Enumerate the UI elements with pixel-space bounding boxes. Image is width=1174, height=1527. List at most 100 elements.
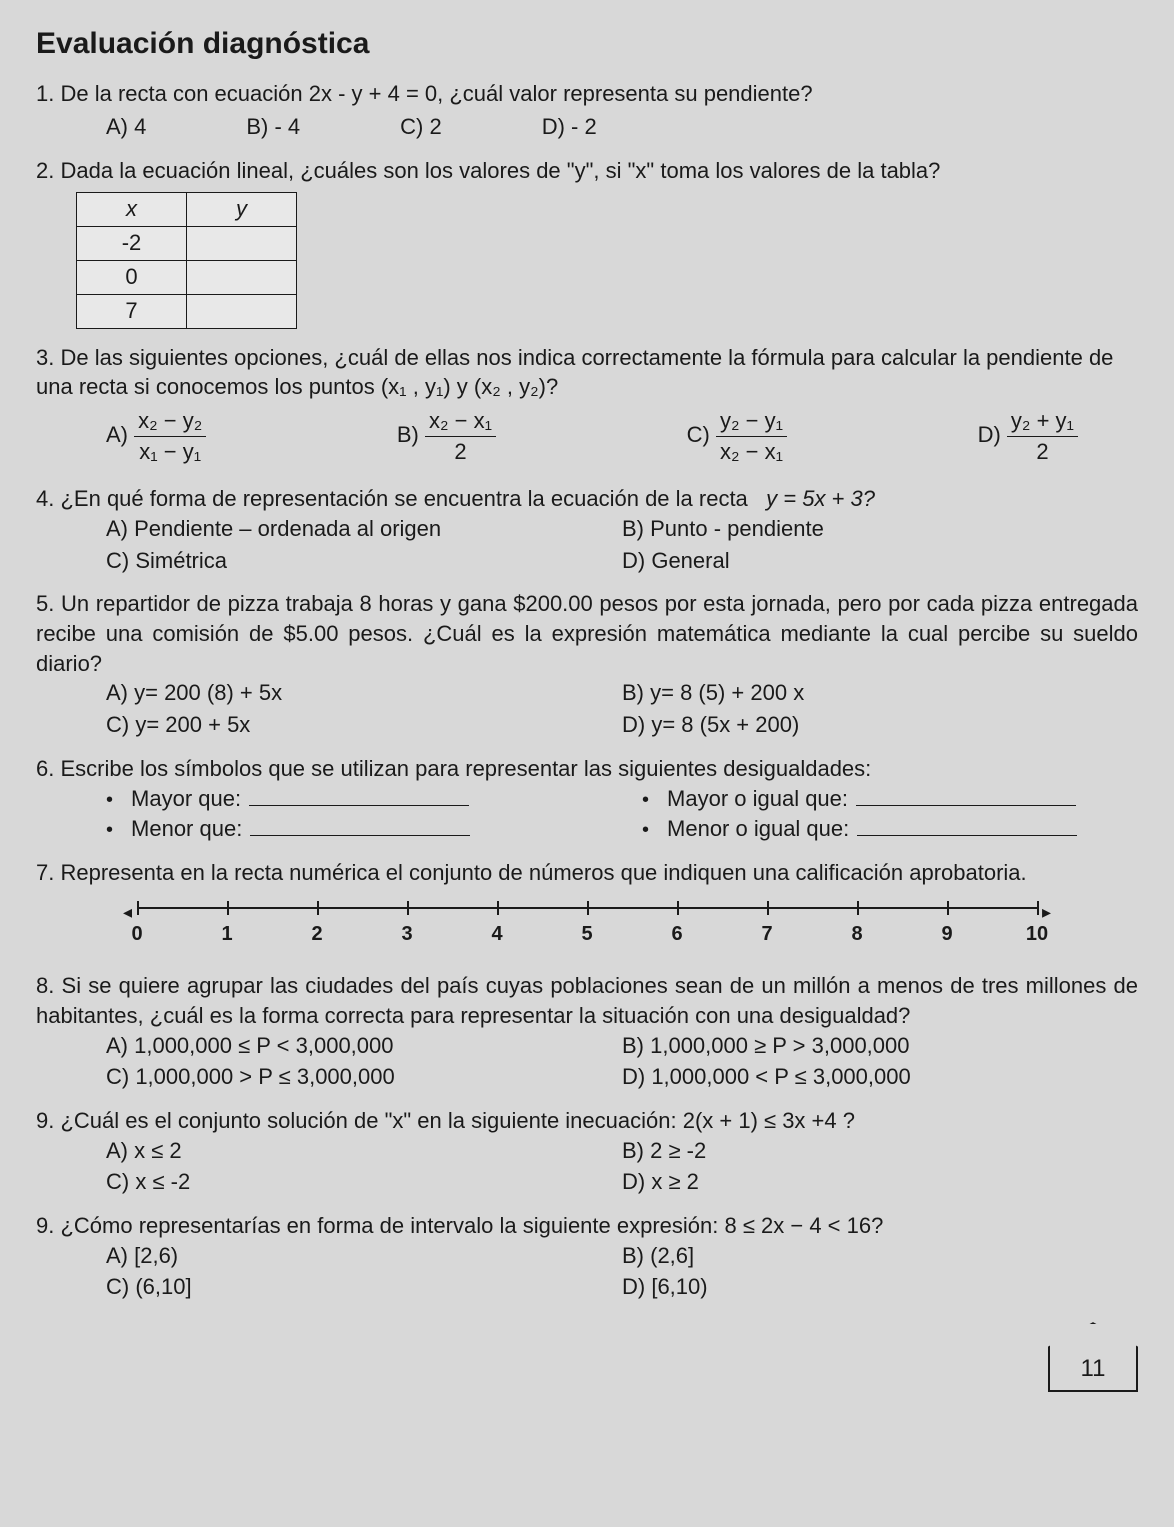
q6-c: Menor que: <box>131 814 242 844</box>
number-line-tick <box>947 901 949 915</box>
number-line-tick <box>1037 901 1039 915</box>
q10-text: ¿Cómo representarías en forma de interva… <box>60 1213 883 1238</box>
question-5: 5. Un repartidor de pizza trabaja 8 hora… <box>36 589 1138 678</box>
blank-line <box>250 816 470 836</box>
bullet-icon: • <box>106 787 113 814</box>
number-line-tick <box>767 901 769 915</box>
number-line-label: 3 <box>401 921 412 948</box>
number-line-label: 10 <box>1026 921 1048 948</box>
number-line-label: 1 <box>221 921 232 948</box>
q3-c-label: C) <box>687 422 710 447</box>
q4-opt-c: C) Simétrica <box>106 546 622 576</box>
number-line-tick <box>857 901 859 915</box>
number-line-tick <box>227 901 229 915</box>
number-line-label: 8 <box>851 921 862 948</box>
q5-opt-d: D) y= 8 (5x + 200) <box>622 710 1138 740</box>
q6-d: Menor o igual que: <box>667 814 849 844</box>
number-line-tick <box>497 901 499 915</box>
q3-opt-a: A) x₂ − y₂x₁ − y₁ <box>106 406 206 466</box>
q4-options: A) Pendiente – ordenada al origen B) Pun… <box>36 514 1138 575</box>
q8-text: Si se quiere agrupar las ciudades del pa… <box>36 973 1138 1028</box>
q6-text: Escribe los símbolos que se utilizan par… <box>60 756 871 781</box>
q5-opt-c: C) y= 200 + 5x <box>106 710 622 740</box>
q6-items: • Mayor que: • Mayor o igual que: • Menor q… <box>36 784 1138 844</box>
page-title: Evaluación diagnóstica <box>36 24 1138 65</box>
q4-opt-d: D) General <box>622 546 1138 576</box>
question-2: 2. Dada la ecuación lineal, ¿cuáles son … <box>36 156 1138 186</box>
q6-a: Mayor que: <box>131 784 241 814</box>
question-8: 8. Si se quiere agrupar las ciudades del… <box>36 971 1138 1030</box>
q4-text: ¿En qué forma de representación se encue… <box>60 486 747 511</box>
number-line-label: 2 <box>311 921 322 948</box>
bullet-icon: • <box>642 817 649 844</box>
q1-opt-b: B) - 4 <box>246 112 300 142</box>
q2-row-1-x: 0 <box>77 260 187 294</box>
q1-num: 1. <box>36 81 54 106</box>
q10-opt-c: C) (6,10] <box>106 1272 622 1302</box>
q1-text: De la recta con ecuación 2x - y + 4 = 0,… <box>60 81 812 106</box>
blank-line <box>856 786 1076 806</box>
q1-opt-c: C) 2 <box>400 112 442 142</box>
q7-num: 7. <box>36 860 54 885</box>
number-line-label: 7 <box>761 921 772 948</box>
number-line: ◂ ▸ 012345678910 <box>137 897 1037 957</box>
q3-options: A) x₂ − y₂x₁ − y₁ B) x₂ − x₁2 C) y₂ − y₁… <box>36 402 1138 470</box>
q6-b: Mayor o igual que: <box>667 784 848 814</box>
q3-b-den: 2 <box>425 437 496 467</box>
q9-num: 9. <box>36 1108 54 1133</box>
q5-opt-a: A) y= 200 (8) + 5x <box>106 678 622 708</box>
q10-opt-d: D) [6,10) <box>622 1272 1138 1302</box>
q3-opt-d: D) y₂ + y₁2 <box>978 406 1078 466</box>
q2-th-y: y <box>187 192 297 226</box>
q1-opt-d: D) - 2 <box>542 112 597 142</box>
q2-th-x: x <box>77 192 187 226</box>
number-line-label: 4 <box>491 921 502 948</box>
bullet-icon: • <box>642 787 649 814</box>
q3-b-num: x₂ − x₁ <box>425 406 496 437</box>
q3-a-den: x₁ − y₁ <box>134 437 206 467</box>
q5-opt-b: B) y= 8 (5) + 200 x <box>622 678 1138 708</box>
q3-opt-c: C) y₂ − y₁x₂ − x₁ <box>687 406 787 466</box>
q5-options: A) y= 200 (8) + 5x B) y= 8 (5) + 200 x C… <box>36 678 1138 739</box>
q8-opt-a: A) 1,000,000 ≤ P < 3,000,000 <box>106 1031 622 1061</box>
number-line-tick <box>677 901 679 915</box>
blank-line <box>857 816 1077 836</box>
q2-num: 2. <box>36 158 54 183</box>
q4-eq: y = 5x + 3? <box>766 486 875 511</box>
q7-text: Representa en la recta numérica el conju… <box>60 860 1026 885</box>
q8-opt-b: B) 1,000,000 ≥ P > 3,000,000 <box>622 1031 1138 1061</box>
blank-line <box>249 786 469 806</box>
q1-opt-a: A) 4 <box>106 112 146 142</box>
q2-row-1-y <box>187 260 297 294</box>
question-9: 9. ¿Cuál es el conjunto solución de "x" … <box>36 1106 1138 1136</box>
q10-opt-b: B) (2,6] <box>622 1241 1138 1271</box>
q9-opt-b: B) 2 ≥ -2 <box>622 1136 1138 1166</box>
question-3: 3. De las siguientes opciones, ¿cuál de … <box>36 343 1138 402</box>
q3-d-den: 2 <box>1007 437 1078 467</box>
q2-table: x y -2 0 7 <box>76 192 297 329</box>
q9-text: ¿Cuál es el conjunto solución de "x" en … <box>60 1108 855 1133</box>
q3-d-label: D) <box>978 422 1001 447</box>
q9-opt-d: D) x ≥ 2 <box>622 1167 1138 1197</box>
page-number-badge: 11 <box>1048 1322 1138 1392</box>
q9-opt-a: A) x ≤ 2 <box>106 1136 622 1166</box>
page-footer: 11 <box>36 1322 1138 1392</box>
q3-c-den: x₂ − x₁ <box>716 437 787 467</box>
question-10: 9. ¿Cómo representarías en forma de inte… <box>36 1211 1138 1241</box>
q9-options: A) x ≤ 2 B) 2 ≥ -2 C) x ≤ -2 D) x ≥ 2 <box>36 1136 1138 1197</box>
q8-options: A) 1,000,000 ≤ P < 3,000,000 B) 1,000,00… <box>36 1031 1138 1092</box>
q8-opt-d: D) 1,000,000 < P ≤ 3,000,000 <box>622 1062 1138 1092</box>
q3-c-num: y₂ − y₁ <box>716 406 787 437</box>
q10-num: 9. <box>36 1213 54 1238</box>
q1-options: A) 4 B) - 4 C) 2 D) - 2 <box>36 112 1138 142</box>
q4-num: 4. <box>36 486 54 511</box>
q8-opt-c: C) 1,000,000 > P ≤ 3,000,000 <box>106 1062 622 1092</box>
number-line-label: 5 <box>581 921 592 948</box>
q3-a-label: A) <box>106 422 128 447</box>
number-line-tick <box>317 901 319 915</box>
number-line-label: 0 <box>131 921 142 948</box>
question-1: 1. De la recta con ecuación 2x - y + 4 =… <box>36 79 1138 109</box>
question-6: 6. Escribe los símbolos que se utilizan … <box>36 754 1138 784</box>
q6-num: 6. <box>36 756 54 781</box>
q2-row-2-x: 7 <box>77 294 187 328</box>
